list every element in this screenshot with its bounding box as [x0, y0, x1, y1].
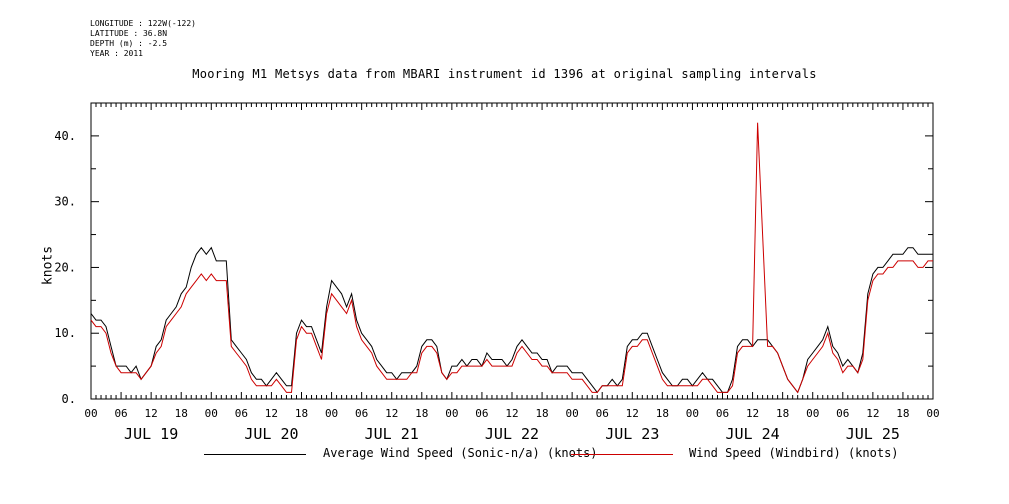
x-hour-label: 18 [535, 407, 548, 420]
x-hour-label: 12 [145, 407, 158, 420]
x-hour-label: 12 [505, 407, 518, 420]
series-line-average-wind [90, 246, 933, 394]
legend-label-windbird: Wind Speed (Windbird) (knots) [689, 446, 899, 460]
x-hour-label: 00 [325, 407, 338, 420]
x-day-label: JUL 23 [605, 425, 659, 443]
x-hour-label: 06 [836, 407, 849, 420]
x-day-label: JUL 20 [244, 425, 298, 443]
x-hour-label: 12 [265, 407, 278, 420]
y-tick-label: 40. [54, 129, 76, 143]
meta-latitude: LATITUDE : 36.8N [90, 29, 168, 38]
legend-line-average [204, 454, 306, 455]
x-hour-label: 00 [926, 407, 939, 420]
x-hour-label: 12 [385, 407, 398, 420]
x-day-label: JUL 21 [365, 425, 419, 443]
x-hour-label: 00 [205, 407, 218, 420]
legend-label-average: Average Wind Speed (Sonic-n/a) (knots) [323, 446, 598, 460]
x-hour-label: 18 [415, 407, 428, 420]
legend-line-windbird [571, 454, 673, 455]
x-day-label: JUL 24 [725, 425, 779, 443]
x-day-label: JUL 25 [846, 425, 900, 443]
plot-frame [90, 102, 934, 400]
x-hour-label: 18 [656, 407, 669, 420]
x-hour-label: 00 [566, 407, 579, 420]
x-hour-label: 12 [746, 407, 759, 420]
x-hour-label: 06 [355, 407, 368, 420]
meta-longitude: LONGITUDE : 122W(-122) [90, 19, 196, 28]
x-hour-label: 18 [896, 407, 909, 420]
x-hour-label: 06 [596, 407, 609, 420]
metadata-block: LONGITUDE : 122W(-122) LATITUDE : 36.8N … [90, 19, 196, 59]
x-hour-label: 06 [114, 407, 127, 420]
series-line-windbird [90, 122, 933, 394]
x-hour-label: 12 [626, 407, 639, 420]
y-tick-label: 30. [54, 195, 76, 209]
legend: Average Wind Speed (Sonic-n/a) (knots) W… [0, 446, 1009, 464]
x-hour-label: 06 [716, 407, 729, 420]
chart-title: Mooring M1 Metsys data from MBARI instru… [192, 67, 817, 81]
x-day-label: JUL 19 [124, 425, 178, 443]
x-day-label: JUL 22 [485, 425, 539, 443]
x-hour-label: 00 [806, 407, 819, 420]
x-hour-label: 18 [175, 407, 188, 420]
x-hour-label: 00 [84, 407, 97, 420]
y-tick-label: 20. [54, 260, 76, 274]
meta-depth: DEPTH (m) : -2.5 [90, 39, 168, 48]
x-hour-label: 00 [686, 407, 699, 420]
y-tick-label: 10. [54, 326, 76, 340]
x-hour-label: 00 [445, 407, 458, 420]
x-hour-label: 18 [776, 407, 789, 420]
meta-year: YEAR : 2011 [90, 49, 143, 58]
x-hour-label: 06 [235, 407, 248, 420]
x-hour-label: 18 [295, 407, 308, 420]
x-hour-label: 12 [866, 407, 879, 420]
y-tick-label: 0. [62, 392, 76, 406]
x-hour-label: 06 [475, 407, 488, 420]
